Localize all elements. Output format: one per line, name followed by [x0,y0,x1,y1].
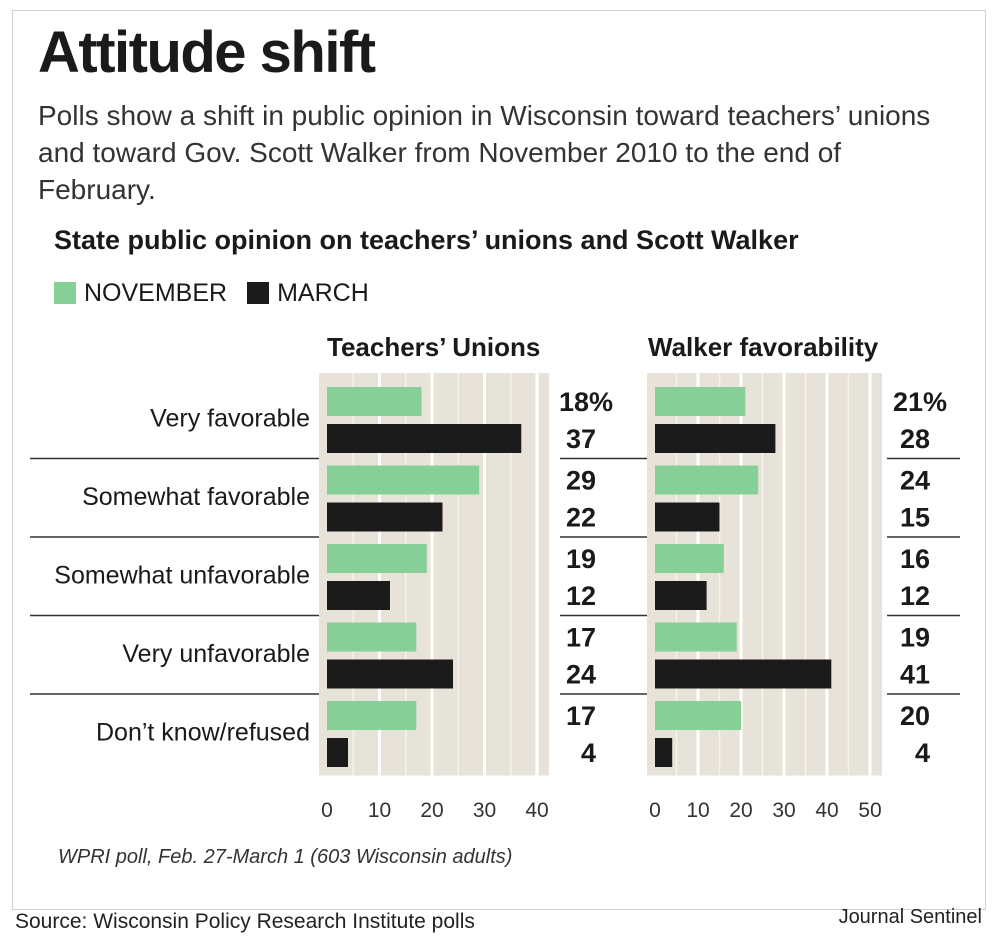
tick-label: 20 [420,799,443,822]
bar-march [655,502,720,532]
value-label: 24 [566,660,596,690]
legend-item-november: NOVEMBER [54,279,227,308]
legend-label-november: NOVEMBER [84,278,228,307]
legend-swatch-march [247,282,270,304]
source-line: Source: Wisconsin Policy Research Instit… [15,910,475,933]
chart-title: State public opinion on teachers’ unions… [54,225,799,255]
value-label: 12 [566,581,596,611]
value-label: 19 [566,544,596,574]
bar-november [655,387,746,416]
bar-march [327,738,348,767]
tick-label: 0 [321,799,333,822]
tick-label: 0 [649,799,661,822]
value-label: 17 [566,623,596,653]
value-label: 4 [915,738,930,768]
legend-swatch-november [54,282,76,304]
bar-november [327,465,480,495]
bar-march [655,424,776,453]
bar-november [327,387,422,416]
bar-march [655,738,673,767]
value-label: 21% [893,387,947,417]
value-label: 41 [900,660,930,690]
legend-item-march: MARCH [247,279,369,308]
bar-november [327,701,417,730]
legend: NOVEMBER MARCH [54,278,389,308]
poll-note: WPRI poll, Feb. 27-March 1 (603 Wisconsi… [58,846,513,868]
bar-november [655,622,737,652]
value-label: 20 [900,701,930,731]
value-label: 16 [900,544,930,574]
dek: Polls show a shift in public opinion in … [38,100,931,205]
value-label: 28 [900,424,930,454]
tick-label: 50 [858,799,881,822]
tick-label: 10 [686,799,709,822]
headline: Attitude shift [38,20,376,85]
bar-november [327,544,427,573]
bar-november [655,544,724,573]
tick-label: 40 [525,799,548,822]
bar-november [655,701,741,730]
graphic-frame [12,10,986,910]
category-label: Somewhat favorable [82,483,310,511]
value-label: 15 [900,503,930,533]
bar-march [655,659,832,689]
bar-march [327,581,390,610]
legend-label-march: MARCH [277,278,369,307]
value-label: 18% [559,387,613,417]
tick-label: 40 [815,799,838,822]
panel-title: Teachers’ Unions [327,332,540,362]
value-label: 17 [566,701,596,731]
tick-label: 20 [729,799,752,822]
bar-march [327,502,443,532]
value-label: 12 [900,581,930,611]
bar-november [655,465,759,495]
category-label: Don’t know/refused [96,718,310,746]
value-label: 4 [581,738,596,768]
bar-november [327,622,417,652]
bar-march [327,659,453,689]
value-label: 37 [566,424,596,454]
tick-label: 30 [772,799,795,822]
category-label: Somewhat unfavorable [54,561,310,589]
bar-march [327,424,522,453]
bar-march [655,581,707,610]
category-label: Very favorable [150,404,310,432]
category-label: Very unfavorable [122,640,310,668]
credit-line: Journal Sentinel [838,906,982,928]
tick-label: 30 [473,799,496,822]
value-label: 19 [900,623,930,653]
value-label: 22 [566,503,596,533]
value-label: 24 [900,466,930,496]
panel-title: Walker favorability [648,332,879,362]
value-label: 29 [566,466,596,496]
tick-label: 10 [368,799,391,822]
